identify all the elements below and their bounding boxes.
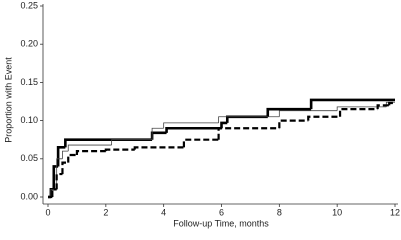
x-tick-label: 8 <box>277 207 282 217</box>
step-segment <box>388 101 395 106</box>
step-segment <box>62 150 69 159</box>
x-tick-label: 12 <box>390 207 400 217</box>
step-segment <box>55 172 63 190</box>
step-segment <box>56 146 66 167</box>
x-tick-label: 2 <box>103 207 108 217</box>
step-segment <box>218 116 280 123</box>
step-segment <box>151 127 164 140</box>
step-segment <box>163 122 219 129</box>
x-tick-label: 10 <box>332 207 342 217</box>
step-segment <box>336 106 387 111</box>
step-segment <box>220 121 228 129</box>
step-segment <box>266 107 312 117</box>
step-segment <box>338 108 378 117</box>
chart: Follow-up Time, months Proportion with E… <box>3 0 400 228</box>
step-segment <box>278 119 309 129</box>
step-segment <box>278 110 338 117</box>
step-segment <box>61 161 69 175</box>
x-tick-label: 0 <box>45 207 50 217</box>
step-segment <box>75 150 106 155</box>
step-segment <box>64 138 153 148</box>
step-segment <box>104 148 135 152</box>
y-tick-label: 0.05 <box>20 153 38 163</box>
step-segment <box>376 104 390 110</box>
y-tick-label: 0.20 <box>20 39 38 49</box>
step-segment <box>225 115 268 123</box>
step-segment <box>111 139 153 146</box>
step-segment <box>133 146 184 150</box>
step-segment <box>182 138 219 148</box>
step-segment <box>309 98 395 110</box>
x-axis-label: Follow-up Time, months <box>173 218 269 228</box>
step-segment <box>51 188 57 197</box>
x-tick-label: 6 <box>219 207 224 217</box>
y-tick-label: 0.10 <box>20 115 38 125</box>
y-tick-label: 0.00 <box>20 191 38 201</box>
step-segment <box>165 126 222 133</box>
y-tick-label: 0.15 <box>20 77 38 87</box>
y-tick-label: 0.25 <box>20 0 38 10</box>
step-segment <box>67 153 77 163</box>
step-segment <box>217 127 280 140</box>
step-segment <box>67 144 112 152</box>
step-segment <box>150 131 167 140</box>
step-segment <box>307 115 341 121</box>
x-tick-label: 4 <box>161 207 166 217</box>
y-axis-label: Proportion with Event <box>3 57 13 143</box>
